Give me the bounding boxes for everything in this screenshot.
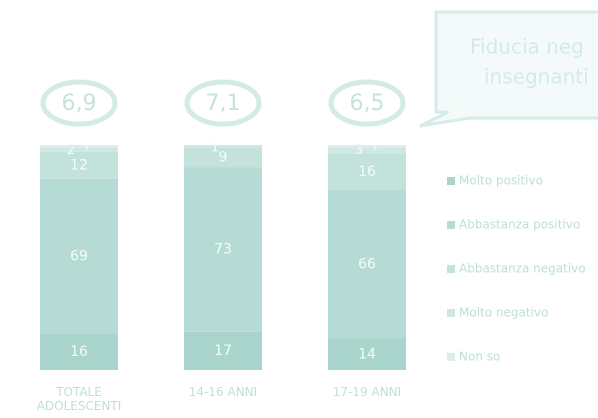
data-label: 2 (67, 143, 75, 158)
score-bubble (328, 79, 406, 127)
bar-segment (328, 190, 406, 339)
data-label: 16 (70, 344, 88, 360)
data-label: 1 (372, 143, 378, 153)
data-label: 73 (214, 242, 232, 258)
bar-segment (184, 145, 262, 148)
data-label: 12 (70, 157, 88, 173)
score-bubble (40, 79, 118, 127)
legend-swatch (447, 265, 455, 273)
data-label: 1 (84, 143, 90, 153)
legend-swatch (447, 221, 455, 229)
bar-segment (184, 147, 262, 168)
bar-segment (40, 147, 118, 152)
bar-segment (40, 145, 118, 148)
score-bubble (184, 79, 262, 127)
legend-swatch (447, 353, 455, 361)
legend-swatch (447, 177, 455, 185)
data-label: 66 (358, 256, 376, 272)
legend-label: Molto negativo (459, 306, 548, 320)
legend-label: Abbastanza positivo (459, 218, 580, 232)
bar-segment (328, 147, 406, 154)
x-tick-label: 14-16 ANNI (188, 385, 258, 399)
data-label: 14 (358, 346, 376, 362)
data-label: 9 (219, 149, 228, 165)
x-tick-label: 17-19 ANNI (332, 385, 402, 399)
bar-segment (40, 334, 118, 370)
legend-label: Abbastanza negativo (459, 262, 586, 276)
bar-segment (328, 338, 406, 370)
legend-swatch (447, 309, 455, 317)
bar-segment (328, 154, 406, 190)
data-label: 3 (355, 143, 363, 158)
data-label: 16 (358, 164, 376, 180)
score-label: 6,5 (350, 91, 385, 116)
legend-label: Non so (459, 350, 500, 364)
score-label: 6,9 (62, 91, 97, 116)
callout-box (419, 10, 598, 128)
legend-label: Molto positivo (459, 174, 543, 188)
bar-segment (184, 331, 262, 370)
bar-segment (184, 167, 262, 332)
data-label: 69 (70, 248, 88, 264)
score-label: 7,1 (206, 91, 241, 116)
data-label: 17 (214, 343, 232, 359)
callout-text: insegnanti (484, 65, 589, 89)
bar-segment (40, 151, 118, 179)
data-label: 1 (211, 141, 219, 156)
x-tick-label: TOTALE ADOLESCENTI (36, 385, 122, 413)
bar-segment (40, 178, 118, 334)
bar-segment (328, 145, 406, 148)
callout-text: Fiducia neg (470, 35, 584, 59)
